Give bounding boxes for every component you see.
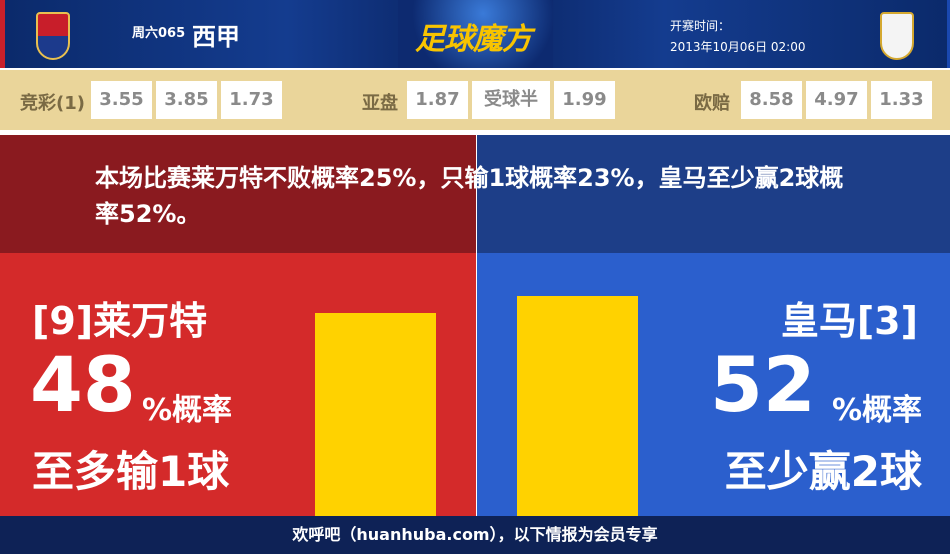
euro-label: 欧赔 [694,93,730,114]
league-name: 西甲 [192,23,240,51]
home-percent-suffix: %概率 [142,393,233,428]
brand-logo: 足球魔方 [415,22,532,57]
match-number: 周六065 [132,26,186,41]
banner-right [477,135,950,253]
levante-crest-icon [36,12,70,60]
odds-value: 8.58 [741,81,802,119]
odds-value: 1.73 [221,81,282,119]
jingcai-label: 竞彩(1) [20,93,85,114]
footer-member-notice[interactable]: 欢呼吧（huanhuba.com），以下情报为会员专享 [0,516,950,554]
odds-value: 4.97 [806,81,867,119]
away-outcome: 至少赢2球 [724,447,922,496]
odds-value: 3.55 [91,81,152,119]
odds-value: 1.33 [871,81,932,119]
asian-label: 亚盘 [362,93,398,114]
kickoff-time: 2013年10月06日 02:00 [670,40,806,54]
odds-value: 1.87 [407,81,468,119]
away-probability-bar [517,296,638,516]
home-probability-bar [315,312,436,516]
away-percent-suffix: %概率 [831,393,922,428]
odds-value: 3.85 [156,81,217,119]
odds-value: 1.99 [554,81,615,119]
home-outcome: 至多输1球 [32,447,230,496]
brand-panel [398,0,553,68]
home-team: [9]莱万特 [32,299,208,343]
away-percent: 52 [710,340,816,429]
real-madrid-crest-icon [880,12,914,60]
odds-value: 受球半 [472,81,550,119]
prediction-summary: 本场比赛莱万特不败概率25%，只输1球概率23%，皇马至少赢2球概率52%。 [95,164,844,228]
kickoff-label: 开赛时间： [670,19,731,33]
home-percent: 48 [30,340,136,429]
banner-left [0,135,476,253]
away-team: 皇马[3] [780,299,918,343]
